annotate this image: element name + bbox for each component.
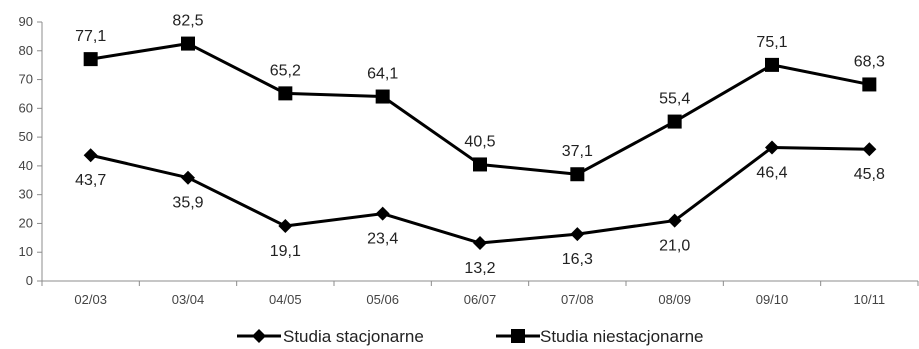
legend-item-1: Studia stacjonarne (237, 327, 424, 346)
data-point-diamond (765, 140, 779, 155)
data-point-square (278, 86, 293, 101)
x-tick-label: 06/07 (464, 292, 497, 307)
data-label: 64,1 (367, 66, 398, 83)
x-tick-label: 02/03 (74, 292, 107, 307)
data-label: 65,2 (270, 62, 301, 79)
data-label: 16,3 (562, 251, 593, 268)
legend-item-2: Studia niestacjonarne (496, 327, 704, 346)
x-tick-label: 05/06 (366, 292, 399, 307)
x-tick-label: 03/04 (172, 292, 205, 307)
x-tick-label: 08/09 (658, 292, 691, 307)
x-tick-label: 04/05 (269, 292, 302, 307)
data-label: 21,0 (659, 238, 690, 255)
data-label: 43,7 (75, 172, 106, 189)
x-axis-tick-labels: 02/03 03/04 04/05 05/06 06/07 07/08 08/09 09/10… (74, 292, 885, 307)
data-point-diamond (667, 213, 682, 228)
x-tick-label: 07/08 (561, 292, 594, 307)
data-label: 46,4 (756, 164, 787, 181)
data-point-diamond (83, 148, 98, 163)
y-tick-label: 10 (19, 244, 33, 259)
y-tick-label: 40 (19, 158, 33, 173)
series-layer: 43,735,919,123,413,216,321,046,4 45,877,1… (75, 13, 885, 277)
data-point-diamond (473, 236, 487, 251)
y-tick-label: 90 (19, 14, 33, 29)
data-label: 40,5 (464, 133, 495, 150)
data-point-square (375, 89, 390, 104)
legend-marker-square (511, 329, 525, 343)
data-point-diamond (862, 142, 877, 157)
data-point-diamond (375, 206, 390, 221)
data-point-square (862, 77, 877, 92)
data-point-square (570, 167, 585, 182)
y-tick-label: 20 (19, 215, 33, 230)
data-label: 68,3 (854, 53, 885, 70)
series-2: 77,1 82,5 65,2 64,1 40,5 37,1 55,4 75,1 68,3 (75, 13, 885, 182)
data-label: 75,1 (756, 34, 787, 51)
series-1: 43,7 35,9 19,1 23,4 13,2 16,3 21,0 46,4 45,8 (75, 140, 885, 277)
data-label: 23,4 (367, 231, 398, 248)
legend-label: Studia stacjonarne (283, 327, 424, 346)
x-tick-label: 10/11 (854, 292, 886, 307)
data-point-diamond (570, 227, 585, 242)
y-tick-label: 80 (19, 43, 33, 58)
chart-axes (37, 21, 919, 286)
data-label: 77,1 (75, 28, 106, 45)
data-label: 35,9 (172, 195, 203, 212)
data-point-diamond (278, 219, 293, 234)
legend: Studia stacjonarne Studia niestacjonarne (237, 327, 704, 346)
data-label: 13,2 (464, 260, 495, 277)
legend-label: Studia niestacjonarne (540, 327, 704, 346)
y-tick-label: 60 (19, 100, 33, 115)
legend-marker-diamond (252, 329, 266, 343)
y-axis-tick-labels: 0 10 20 30 40 50 60 70 80 90 (19, 14, 33, 288)
data-point-square (181, 36, 195, 51)
data-point-square (83, 52, 98, 67)
data-point-diamond (181, 170, 195, 185)
data-label: 19,1 (270, 243, 301, 260)
data-point-square (473, 157, 487, 172)
data-point-square (667, 114, 682, 129)
y-tick-label: 30 (19, 187, 33, 202)
y-tick-label: 70 (19, 72, 33, 87)
series-line (90, 42, 870, 176)
data-point-square (765, 57, 779, 72)
data-label: 55,4 (659, 91, 690, 108)
data-label: 37,1 (562, 143, 593, 160)
y-tick-label: 0 (26, 273, 33, 288)
data-label: 45,8 (854, 166, 885, 183)
y-tick-label: 50 (19, 129, 33, 144)
data-label: 82,5 (172, 13, 203, 30)
x-tick-label: 09/10 (756, 292, 789, 307)
